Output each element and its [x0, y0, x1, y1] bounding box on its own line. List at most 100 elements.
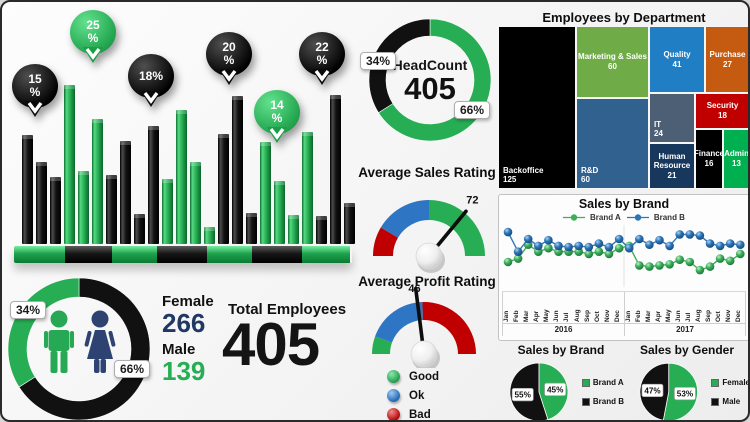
marker-brand-a[interactable] — [584, 249, 594, 259]
bar-green-19[interactable] — [274, 181, 285, 244]
treemap-cell-r-d[interactable]: R&D 60 — [576, 98, 649, 189]
marker-brand-b[interactable] — [705, 239, 715, 248]
marker-brand-a[interactable] — [705, 262, 715, 271]
marker-brand-b[interactable] — [715, 241, 725, 251]
bar-green-14[interactable] — [204, 227, 215, 244]
treemap-cell-purchase[interactable]: Purchase 27 — [705, 26, 748, 93]
marker-brand-b[interactable] — [534, 241, 543, 251]
marker-brand-b[interactable] — [594, 239, 604, 248]
marker-brand-b[interactable] — [554, 241, 563, 251]
employees-by-department-treemap[interactable]: Backoffice 125 Marketing & Sales 60 R&D 60 Qua… — [498, 26, 748, 189]
marker-brand-b[interactable] — [725, 239, 735, 248]
marker-brand-b[interactable] — [614, 234, 624, 244]
pie-legend-brand-a: Brand A — [581, 378, 624, 387]
marker-brand-a[interactable] — [544, 243, 553, 253]
donut-slice-66%[interactable] — [18, 277, 151, 420]
bar-black-9[interactable] — [134, 214, 145, 244]
marker-brand-b[interactable] — [513, 247, 523, 256]
bar-green-6[interactable] — [92, 119, 103, 244]
marker-brand-a[interactable] — [635, 261, 644, 270]
marker-brand-a[interactable] — [665, 260, 674, 269]
marker-brand-b[interactable] — [665, 241, 674, 251]
pie-label-box — [544, 382, 567, 397]
marker-brand-a[interactable] — [675, 255, 684, 264]
axis-month-label: Aug — [695, 309, 702, 322]
marker-brand-a[interactable] — [614, 243, 624, 253]
bar-black-8[interactable] — [120, 141, 131, 244]
marker-brand-b[interactable] — [655, 235, 664, 245]
callout-balloon: 22% — [299, 32, 345, 76]
base-segment-black — [65, 246, 112, 263]
bar-green-12[interactable] — [176, 110, 187, 244]
bar-black-2[interactable] — [36, 162, 47, 244]
bar-black-3[interactable] — [50, 177, 61, 244]
marker-brand-a[interactable] — [685, 257, 695, 267]
bar-black-7[interactable] — [106, 175, 117, 244]
marker-brand-b[interactable] — [635, 234, 644, 244]
sales-by-brand-line-panel: Sales by Brand Brand A Brand B Jan Feb Mar A… — [498, 194, 748, 341]
bar-green-20[interactable] — [288, 215, 299, 244]
average-sales-rating-gauge[interactable]: 72 — [362, 192, 496, 274]
axis-month-label: Nov — [725, 309, 732, 322]
marker-brand-b[interactable] — [675, 230, 684, 239]
treemap-cell-security[interactable]: Security 18 — [695, 93, 748, 129]
treemap-cell-quality[interactable]: Quality 41 — [649, 26, 705, 93]
marker-brand-b[interactable] — [584, 242, 594, 252]
treemap-cell-marketing-sales[interactable]: Marketing & Sales 60 — [576, 26, 649, 98]
marker-brand-a[interactable] — [715, 254, 725, 263]
bar-black-16[interactable] — [232, 96, 243, 244]
marker-brand-b[interactable] — [503, 227, 513, 237]
marker-brand-b[interactable] — [685, 230, 695, 239]
treemap-cell-it[interactable]: IT 24 — [649, 93, 695, 143]
marker-brand-a[interactable] — [645, 262, 654, 271]
marker-brand-a[interactable] — [604, 249, 614, 259]
bar-black-24[interactable] — [344, 203, 355, 244]
marker-brand-b[interactable] — [645, 240, 654, 250]
marker-brand-a[interactable] — [725, 256, 735, 266]
marker-brand-a[interactable] — [594, 247, 604, 256]
marker-brand-a[interactable] — [655, 261, 664, 270]
bar-green-13[interactable] — [190, 162, 201, 244]
sales-by-brand-pie[interactable]: 45% 55% — [508, 360, 570, 422]
treemap-cell-finance[interactable]: Finance 16 — [694, 129, 724, 189]
bar-black-1[interactable] — [22, 135, 33, 244]
marker-brand-b[interactable] — [695, 231, 705, 240]
treemap-cell-admin[interactable]: Admin 13 — [723, 129, 748, 189]
marker-brand-b[interactable] — [624, 243, 634, 253]
bar-black-22[interactable] — [316, 216, 327, 244]
bar-black-23[interactable] — [330, 95, 341, 244]
marker-brand-a[interactable] — [695, 265, 705, 275]
marker-brand-b[interactable] — [523, 234, 533, 244]
marker-brand-b[interactable] — [544, 235, 553, 245]
average-profit-rating-gauge[interactable]: 46 — [358, 282, 492, 368]
green-swatch-icon — [711, 378, 720, 387]
marker-brand-a[interactable] — [503, 257, 513, 267]
bar-green-11[interactable] — [162, 179, 173, 244]
demographics-bar-chart[interactable] — [22, 80, 358, 244]
sales-by-gender-pie-group: Sales by Gender 53% 47% Female Male — [624, 343, 748, 422]
bar-green-4[interactable] — [64, 85, 75, 244]
bar-green-5[interactable] — [78, 171, 89, 244]
marker-brand-b[interactable] — [604, 242, 614, 252]
bar-green-21[interactable] — [302, 132, 313, 244]
employee-gender-donut[interactable] — [4, 274, 154, 422]
axis-month-label: Dec — [735, 310, 742, 322]
marker-brand-a[interactable] — [513, 254, 523, 263]
bar-black-17[interactable] — [246, 213, 257, 244]
treemap-cell-backoffice[interactable]: Backoffice 125 — [498, 26, 576, 189]
treemap-cell-human-resource[interactable]: Human Resource 21 — [649, 143, 695, 189]
sales-by-gender-pie[interactable]: 53% 47% — [638, 360, 699, 422]
callout-18%: 18% — [128, 54, 174, 108]
sales-by-brand-line-chart[interactable] — [502, 223, 746, 291]
bar-black-10[interactable] — [148, 126, 159, 244]
marker-brand-b[interactable] — [736, 240, 745, 250]
callout-tail — [141, 91, 161, 107]
marker-brand-a[interactable] — [736, 249, 745, 259]
axis-months: Jan Feb Mar Apr May Jun Jul Aug Sep Oct Nov Dec — [625, 292, 745, 323]
bar-black-15[interactable] — [218, 134, 229, 244]
marker-brand-b[interactable] — [574, 241, 583, 251]
treemap-cell-name: Purchase — [709, 49, 746, 59]
marker-brand-b[interactable] — [564, 242, 573, 252]
bar-green-18[interactable] — [260, 142, 271, 244]
donut-slice-34%[interactable] — [368, 18, 431, 114]
